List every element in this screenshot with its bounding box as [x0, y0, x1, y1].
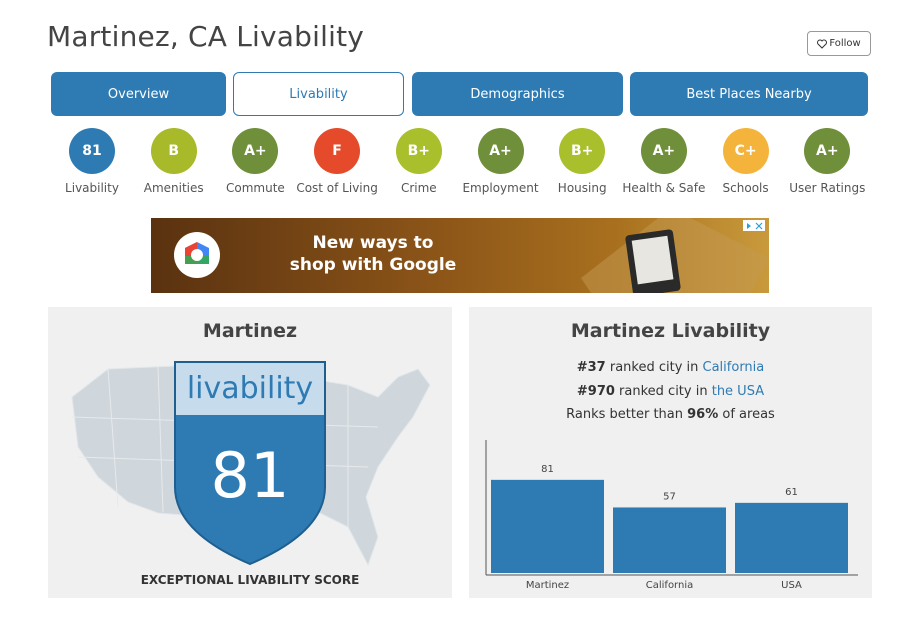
bar	[735, 502, 848, 573]
grade-item[interactable]: A+ User Ratings	[784, 128, 870, 195]
grade-item[interactable]: A+ Health & Safe	[621, 128, 707, 195]
badge-score: 81	[211, 439, 290, 512]
x-tick-label: USA	[781, 580, 802, 591]
grade-badge: A+	[804, 128, 851, 174]
value-label: 57	[663, 491, 676, 502]
grade-badge: B+	[395, 128, 442, 174]
grade-item[interactable]: A+ Commute	[212, 128, 298, 195]
grade-item[interactable]: B Amenities	[131, 128, 217, 195]
grade-label: Amenities	[143, 181, 204, 195]
rank: #970	[576, 384, 615, 399]
grade-badge: C+	[722, 128, 769, 174]
page-title: Martinez, CA Livability	[47, 20, 365, 53]
rank-percent: 96%	[687, 407, 719, 422]
grade-label: Housing	[557, 181, 607, 195]
grade-label: User Ratings	[789, 181, 866, 195]
ad-line: New ways to	[312, 233, 434, 253]
grade-item[interactable]: C+ Schools	[703, 128, 789, 195]
ad-banner[interactable]: New ways to shop with Google	[151, 218, 769, 293]
grade-label: Crime	[400, 181, 437, 195]
rank-line: Ranks better than 96% of areas	[469, 407, 872, 422]
score-graphic: livability 81 EXCEPTIONAL LIVABILITY SCO…	[71, 361, 431, 587]
follow-label: Follow	[829, 38, 861, 49]
card-title: Martinez Livability	[570, 320, 771, 342]
rank-link[interactable]: the USA	[711, 384, 765, 399]
x-tick-label: Martinez	[526, 580, 569, 591]
tab[interactable]: Best Places Nearby	[630, 72, 868, 116]
rank-line: #37 ranked city in California	[469, 360, 872, 375]
grade-badge: B+	[559, 128, 606, 174]
grade-badge: A+	[232, 128, 279, 174]
bar	[613, 507, 726, 573]
tab[interactable]: Overview	[51, 72, 226, 116]
grade-badge: F	[314, 128, 361, 174]
card-title: Martinez	[202, 320, 298, 342]
ad-text: New ways to shop with Google	[281, 232, 465, 276]
grade-label: Commute	[225, 181, 285, 195]
value-label: 61	[785, 487, 798, 498]
rank-line: #970 ranked city in the USA	[469, 384, 872, 399]
grade-item[interactable]: 81 Livability	[49, 128, 135, 195]
grade-label: Schools	[722, 181, 769, 195]
grade-label: Cost of Living	[296, 181, 378, 195]
grade-badge: A+	[477, 128, 524, 174]
rank-text: Ranks better than	[566, 407, 688, 422]
ad-art	[174, 218, 769, 293]
grade-item[interactable]: B+ Crime	[376, 128, 462, 195]
rank: #37	[576, 360, 606, 375]
grade-item[interactable]: B+ Housing	[539, 128, 625, 195]
rank-text: of areas	[718, 407, 775, 422]
rank-card: Martinez Livability #37 ranked city in C…	[469, 307, 872, 598]
rank-text: ranked city in	[614, 384, 712, 399]
tab-active[interactable]: Livability	[233, 72, 404, 116]
follow-button[interactable]: Follow	[807, 31, 871, 56]
grade-badge: 81	[69, 128, 115, 174]
value-label: 81	[541, 464, 554, 475]
rank-text: ranked city in	[605, 360, 703, 375]
badge-word: livability	[187, 371, 313, 406]
grade-label: Health & Safe	[622, 181, 706, 195]
score-caption: EXCEPTIONAL LIVABILITY SCORE	[141, 573, 360, 587]
grade-item[interactable]: F Cost of Living	[294, 128, 380, 195]
score-card: Martinez livability 81 EXCEPTIONAL LIVAB…	[48, 307, 452, 598]
rank-link[interactable]: California	[702, 360, 765, 375]
bar	[491, 479, 604, 573]
tab[interactable]: Demographics	[412, 72, 623, 116]
grade-label: Livability	[65, 181, 119, 195]
grade-badge: A+	[640, 128, 687, 174]
grade-badge: B	[150, 128, 197, 174]
grade-label: Employment	[462, 181, 539, 195]
bar-chart: 81 Martinez 57 California 61 USA	[485, 440, 858, 591]
heart-icon	[817, 39, 828, 49]
grade-item[interactable]: A+ Employment	[458, 128, 544, 195]
x-tick-label: California	[646, 580, 694, 591]
ad-line: shop with Google	[289, 255, 457, 275]
